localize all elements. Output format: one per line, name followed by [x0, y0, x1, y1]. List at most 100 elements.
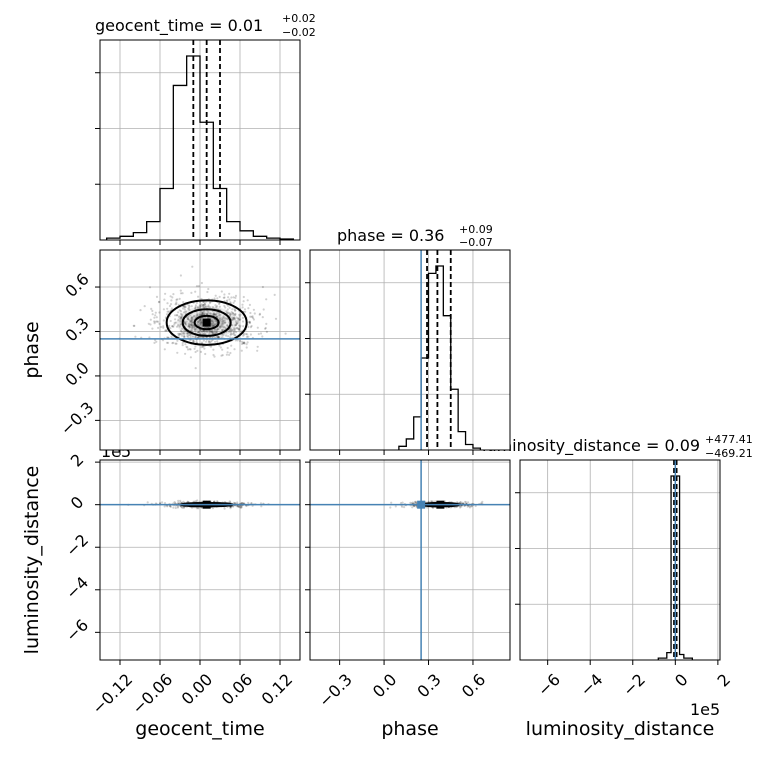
sample-point	[229, 313, 232, 316]
sample-point	[233, 334, 236, 337]
sample-point	[232, 331, 235, 334]
sample-point	[221, 323, 224, 326]
sample-point	[163, 502, 167, 505]
sample-point	[213, 328, 217, 331]
sample-point	[201, 305, 204, 308]
sample-point	[189, 336, 192, 339]
sample-point	[211, 321, 215, 325]
sample-point	[196, 323, 199, 326]
sample-point	[189, 356, 192, 359]
sample-point	[399, 502, 403, 505]
sample-point	[190, 321, 193, 324]
sample-point	[212, 348, 215, 351]
sample-point	[206, 290, 209, 294]
sample-point	[189, 320, 192, 323]
sample-point	[202, 339, 205, 342]
sample-point	[211, 332, 214, 335]
sample-point	[183, 506, 186, 509]
sample-point	[236, 501, 239, 504]
sample-point	[162, 308, 165, 311]
sample-point	[229, 329, 232, 332]
sample-point	[222, 319, 225, 323]
sample-point	[182, 506, 185, 509]
sample-point	[162, 319, 165, 322]
sample-point	[248, 321, 251, 324]
sample-point	[214, 304, 217, 307]
sample-point	[193, 328, 196, 331]
y-tick-label: 0.3	[61, 314, 92, 345]
sample-point	[190, 323, 193, 326]
sample-point	[243, 341, 246, 344]
sample-point	[184, 352, 187, 355]
sample-point	[237, 317, 240, 320]
sample-point	[240, 506, 243, 509]
sample-point	[240, 504, 243, 508]
sample-point	[181, 506, 184, 509]
panel-background	[310, 460, 510, 660]
sample-point	[188, 318, 191, 321]
sample-point	[236, 505, 239, 508]
sample-point	[232, 296, 235, 299]
sample-point	[190, 316, 193, 319]
sample-point	[226, 324, 229, 327]
sample-point	[220, 354, 223, 357]
sample-point	[467, 501, 470, 504]
sample-point	[239, 506, 242, 509]
sample-point	[204, 352, 207, 356]
sample-point	[221, 348, 224, 351]
y-tick-label: 0.0	[61, 358, 92, 389]
sample-point	[459, 505, 462, 508]
sample-point	[250, 324, 253, 328]
sample-point	[183, 306, 186, 309]
sample-point	[229, 507, 232, 510]
sample-point	[242, 300, 245, 303]
sample-point	[259, 502, 263, 505]
sample-point	[191, 316, 194, 319]
sample-point	[186, 332, 189, 335]
sample-point	[240, 342, 244, 346]
sample-point	[175, 302, 178, 305]
sample-point	[235, 321, 238, 324]
sample-point	[242, 341, 245, 344]
sample-point	[244, 332, 248, 336]
sample-point	[235, 324, 238, 327]
title-phase-sup: +0.09	[459, 223, 493, 236]
sample-point	[226, 308, 229, 311]
sample-point	[259, 332, 263, 335]
sample-point	[224, 327, 227, 330]
sample-point	[183, 332, 186, 335]
sample-point	[169, 327, 172, 330]
sample-point	[155, 340, 158, 343]
sample-point	[207, 304, 210, 307]
sample-point	[239, 318, 242, 321]
sample-point	[196, 349, 199, 352]
sample-point	[190, 291, 193, 294]
sample-point	[215, 330, 218, 334]
sample-point	[230, 329, 233, 332]
sample-point	[239, 324, 242, 327]
sample-point	[215, 336, 218, 339]
xlabel-phase: phase	[381, 718, 438, 740]
sample-point	[224, 321, 227, 324]
panel-content	[310, 250, 510, 450]
sample-point	[459, 501, 462, 504]
sample-point	[178, 333, 181, 336]
sample-point	[401, 505, 404, 508]
sample-point	[184, 310, 188, 313]
sample-point	[178, 325, 181, 328]
sample-point	[216, 328, 219, 331]
x-tick-label: 0.3	[413, 670, 444, 701]
sample-point	[204, 302, 207, 305]
panel-geocent_time-vs-geocent_time	[95, 39, 301, 245]
sample-point	[241, 502, 245, 505]
sample-point	[155, 320, 158, 323]
sample-point	[202, 329, 205, 332]
sample-point	[194, 350, 197, 354]
sample-point	[230, 333, 233, 336]
sample-point	[252, 318, 255, 321]
sample-point	[211, 330, 214, 333]
sample-point	[183, 334, 186, 337]
sample-point	[179, 323, 182, 326]
sample-point	[235, 316, 238, 319]
panel-phase-vs-phase	[305, 249, 511, 455]
